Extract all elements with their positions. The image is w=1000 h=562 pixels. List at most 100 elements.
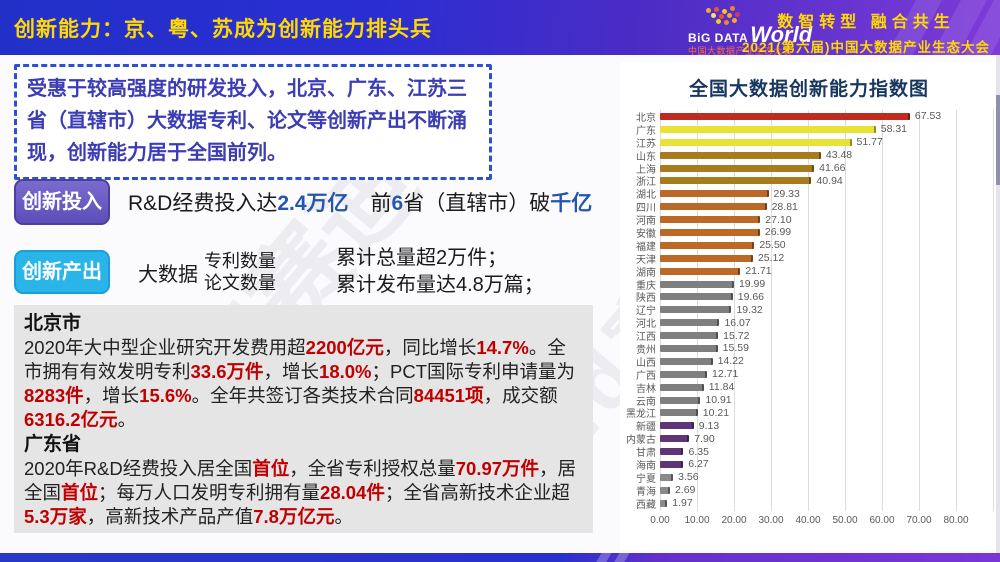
- chart-category-label: 云南: [636, 396, 656, 408]
- chart-bar-row: 山东 43.48: [620, 149, 998, 163]
- chart-category-label: 河南: [636, 216, 656, 228]
- bottom-gradient-bar: [0, 553, 1000, 562]
- chart-bar: [660, 319, 720, 327]
- chart-bar-row: 河南 27.10: [620, 213, 998, 228]
- chart-category-label: 上海: [636, 164, 656, 176]
- chart-bar: [660, 203, 767, 211]
- chart-value-label: 67.53: [914, 110, 942, 123]
- chart-gridline: [956, 110, 957, 511]
- chart-bar-row: 四川 28.81: [620, 200, 998, 215]
- logo-subtitle: 中国大数据产业生态大会: [688, 46, 793, 55]
- chart-axis-tick: 10.00: [684, 515, 710, 526]
- region-text-beijing: 2020年大中型企业研究开发费用超2200亿元，同比增长14.7%。全市拥有有效…: [24, 337, 576, 430]
- output-item: 论文数量: [204, 273, 276, 293]
- chart-bar: [660, 280, 734, 288]
- chart-category-label: 广东: [636, 125, 656, 137]
- chart-gridline: [808, 110, 809, 511]
- chart-bar: [660, 396, 701, 404]
- chart-value-label: 19.99: [738, 278, 766, 291]
- chart-value-label: 27.10: [765, 213, 792, 226]
- chart-axis-tick: 40.00: [795, 515, 821, 526]
- chart-axis-tick: 80.00: [943, 515, 969, 526]
- chart-bar: [660, 383, 704, 391]
- chart-bar-row: 天津 25.12: [620, 252, 998, 266]
- chart-bar-row: 上海 41.66: [620, 162, 998, 176]
- chart-category-label: 黑龙江: [626, 409, 656, 421]
- chart-category-label: 江苏: [636, 138, 656, 150]
- chart-bar: [660, 190, 769, 198]
- intro-text: 受惠于较高强度的研发投入，北京、广东、江苏三省（直辖市）大数据专利、论文等创新产…: [27, 78, 467, 164]
- chart-bar: [660, 409, 698, 417]
- chart-category-label: 内蒙古: [626, 435, 656, 447]
- chart-category-label: 浙江: [636, 177, 656, 189]
- output-results: 累计总量超2万件； 累计发布量达4.8万篇；: [336, 245, 544, 299]
- chart-bar-row: 宁夏 3.56: [620, 471, 998, 485]
- chart-bar-row: 新疆 9.13: [620, 419, 998, 434]
- chart-gridline: [993, 110, 994, 511]
- chart-value-label: 51.77: [856, 136, 883, 149]
- scrollbar-thumb[interactable]: [996, 95, 1000, 185]
- chart-value-label: 15.59: [722, 342, 749, 355]
- chart-category-label: 广西: [636, 370, 656, 382]
- innovation-output-row: 创新产出 大数据 专利数量 论文数量 累计总量超2万件； 累计发布量达4.8万篇…: [14, 245, 544, 299]
- chart-bar: [660, 112, 910, 120]
- chart-gridline: [845, 110, 846, 511]
- page-scrollbar[interactable]: [996, 55, 1000, 553]
- chart-category-label: 重庆: [636, 280, 656, 292]
- chart-category-label: 贵州: [636, 344, 656, 356]
- chart-x-axis: 0.00 10.00 20.00 30.00 40.00 50.00 60.00 70.00 8…: [620, 515, 998, 531]
- slide-header: 创新能力：京、粤、苏成为创新能力排头兵 BiG DATAWorld 中国大数据产…: [0, 0, 1000, 55]
- intro-highlight-box: 受惠于较高强度的研发投入，北京、广东、江苏三省（直辖市）大数据专利、论文等创新产…: [14, 64, 492, 180]
- chart-category-label: 海南: [636, 461, 656, 472]
- chart-value-label: 6.27: [688, 458, 709, 471]
- chart-category-label: 河北: [636, 319, 656, 331]
- chart-category-label: 天津: [636, 254, 656, 266]
- chart-bar: [660, 499, 668, 507]
- chart-bar: [660, 254, 753, 262]
- chart-category-label: 吉林: [636, 383, 656, 395]
- logo-bigdata-label: BiG DATA: [688, 31, 749, 45]
- chart-bar: [660, 151, 821, 159]
- chart-category-label: 山东: [636, 151, 656, 163]
- chart-bar: [660, 293, 733, 301]
- chart-value-label: 10.21: [702, 406, 730, 419]
- chart-gridline: [882, 110, 883, 511]
- chart-category-label: 江西: [636, 332, 656, 344]
- chart-bar: [660, 267, 741, 275]
- chart-bar: [660, 228, 760, 236]
- invest-statement-2: 前6省（直辖市）破千亿: [370, 192, 593, 215]
- logo-world-label: World: [750, 22, 813, 47]
- chart-bar-row: 江西 15.72: [620, 329, 998, 344]
- chart-bar-row: 吉林 11.84: [620, 381, 998, 395]
- chart-bar: [660, 216, 761, 224]
- region-heading-guangdong: 广东省: [24, 434, 82, 455]
- chart-category-label: 辽宁: [636, 306, 656, 318]
- region-heading-beijing: 北京市: [24, 313, 82, 334]
- chart-bar-row: 福建 25.50: [620, 239, 998, 253]
- chart-bar: [660, 164, 815, 172]
- innovation-index-chart: 全国大数据创新能力指数图 北京 67.53 广东 58.31 江苏 51.77 山东 43.4…: [620, 62, 998, 550]
- chart-value-label: 3.56: [678, 471, 699, 484]
- output-result-line: 累计发布量达4.8万篇；: [336, 274, 544, 296]
- chart-bar: [660, 370, 708, 378]
- chart-category-label: 山西: [636, 357, 656, 369]
- chart-bar: [660, 460, 684, 468]
- region-text-guangdong: 2020年R&D经费投入居全国首位，全省专利授权总量70.97万件，居全国首位；…: [24, 458, 577, 527]
- chart-axis-tick: 0.00: [650, 515, 670, 526]
- slogan-line1: 数智转型 融合共生: [777, 14, 955, 31]
- chart-value-label: 2.69: [674, 484, 696, 497]
- region-detail-box: 北京市 2020年大中型企业研究开发费用超2200亿元，同比增长14.7%。全市…: [14, 305, 593, 533]
- chart-value-label: 25.50: [759, 239, 786, 252]
- chart-bar-row: 黑龙江 10.21: [620, 406, 998, 421]
- bottom-streak-decoration: [610, 553, 632, 562]
- chart-bar: [660, 486, 670, 494]
- chart-bar: [660, 125, 876, 133]
- chart-category-label: 湖南: [636, 267, 656, 279]
- output-result-line: 累计总量超2万件；: [336, 247, 508, 269]
- chart-bar: [660, 138, 852, 146]
- chart-category-label: 福建: [636, 241, 656, 253]
- output-label: 大数据: [138, 263, 198, 286]
- output-badge: 创新产出: [14, 250, 110, 294]
- chart-bar-row: 陕西 19.66: [620, 290, 998, 305]
- chart-value-label: 19.32: [736, 303, 763, 316]
